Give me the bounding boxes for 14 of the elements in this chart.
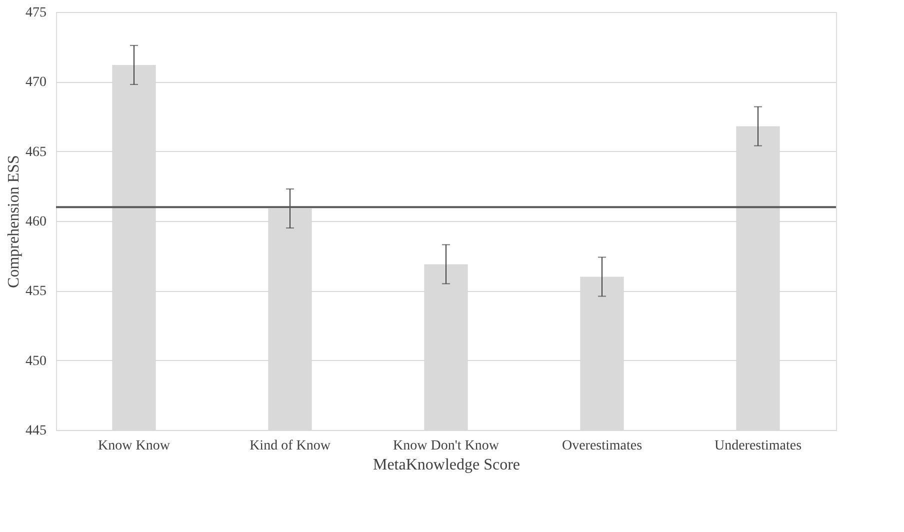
x-tick-label: Know Know <box>98 438 171 454</box>
y-tick-label: 460 <box>26 214 46 230</box>
y-tick-label: 455 <box>26 284 46 300</box>
x-tick-label: Overestimates <box>562 438 642 454</box>
x-tick-label: Kind of Know <box>250 438 332 454</box>
y-tick-label: 450 <box>26 354 46 369</box>
x-tick-label: Know Don't Know <box>393 438 500 454</box>
x-axis-title: MetaKnowledge Score <box>372 456 520 474</box>
y-tick-label: 445 <box>26 424 46 438</box>
y-axis-title: Comprehension ESS <box>6 155 22 288</box>
x-tick-label: Underestimates <box>714 438 802 454</box>
y-tick-label: 475 <box>26 6 46 20</box>
y-tick-label: 465 <box>26 144 46 160</box>
y-tick-label: 470 <box>26 75 46 90</box>
